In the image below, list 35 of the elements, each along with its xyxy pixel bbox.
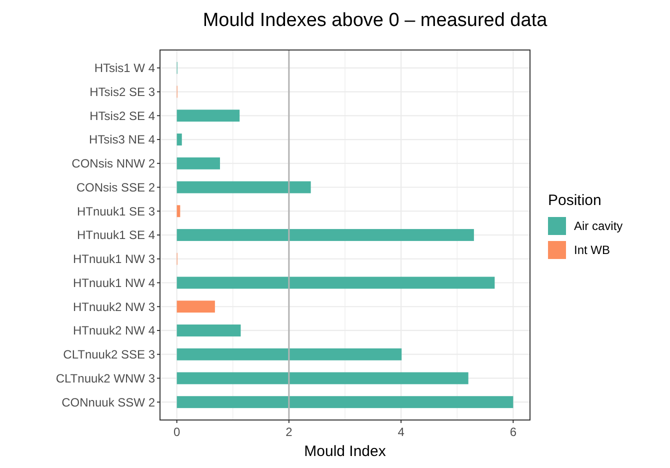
y-tick-label: HTnuuk1 SE 3 [76,204,156,218]
y-tick-label: CONsis SSE 2 [76,180,156,194]
legend-label: Air cavity [574,219,623,234]
y-tick-label: HTsis2 SE 3 [90,84,156,99]
y-tick-label: HTsis1 W 4 [94,61,156,76]
y-tick-label: CONsis NNW 2 [72,156,156,171]
bar [176,276,495,289]
bar [176,157,220,170]
x-tick-label: 0 [173,425,180,439]
bar [176,229,474,241]
y-tick-label: CLTnuuk2 WNW 3 [56,371,156,386]
y-tick-label: HTsis2 SE 4 [90,108,156,123]
x-tick-label: 2 [286,425,293,439]
bar [176,110,240,122]
y-tick-label: HTsis3 NE 4 [88,132,156,147]
y-tick-label: HTnuuk1 NW 3 [72,252,156,266]
y-tick-label: CONnuuk SSW 2 [62,395,156,410]
x-tick-label: 6 [510,425,517,439]
bar [176,396,514,408]
legend-label: Int WB [574,243,610,258]
bar [176,372,468,384]
bar [176,300,215,313]
bar [176,181,311,194]
y-tick-label: HTnuuk2 NW 3 [72,300,156,314]
y-tick-label: HTnuuk2 NW 4 [72,324,156,338]
bar [176,348,402,360]
y-tick-label: HTnuuk1 NW 4 [72,276,156,290]
chart-title: Mould Indexes above 0 – measured data [202,10,548,31]
y-tick-label: HTnuuk1 SE 4 [76,228,156,242]
y-tick-label: CLTnuuk2 SSE 3 [63,348,156,362]
x-tick-label: 4 [398,425,405,439]
legend-title: Position [548,192,602,209]
bar [176,324,241,336]
x-axis-title: Mould Index [304,443,386,460]
bar [176,134,182,146]
